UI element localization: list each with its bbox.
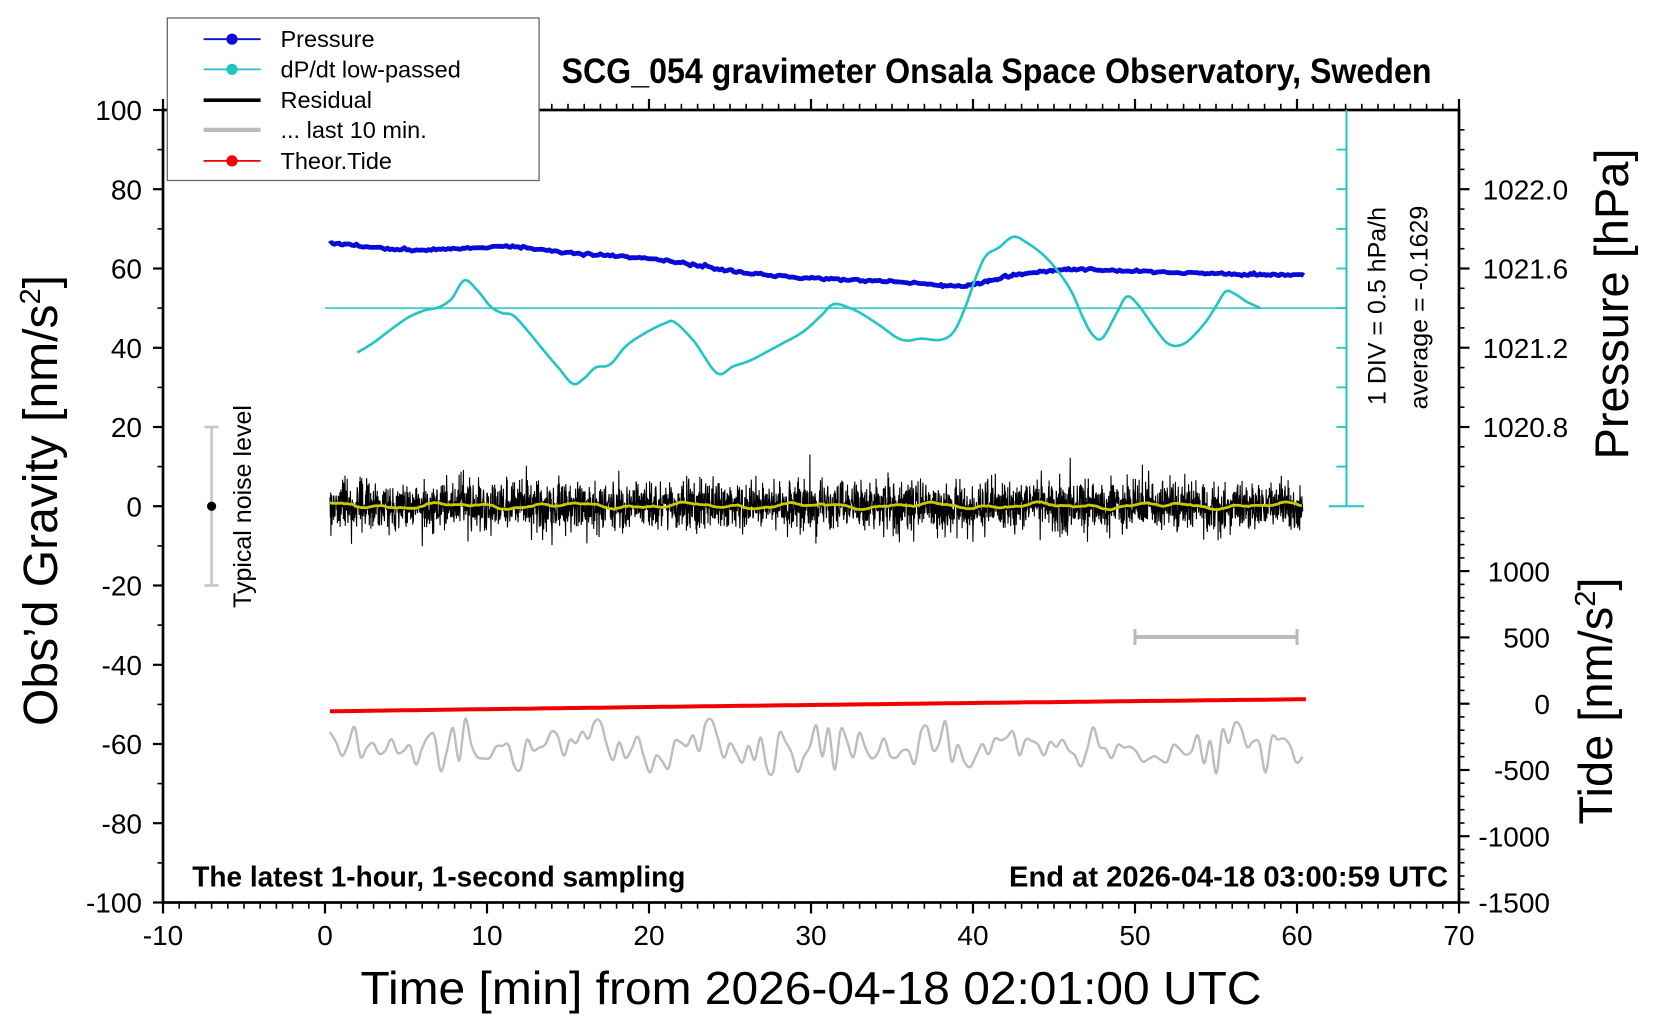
svg-text:Theor.Tide: Theor.Tide: [281, 148, 392, 174]
svg-text:500: 500: [1503, 623, 1550, 654]
svg-text:30: 30: [795, 920, 826, 951]
svg-text:1021.2: 1021.2: [1483, 333, 1569, 364]
svg-text:-1500: -1500: [1478, 888, 1550, 919]
svg-text:-60: -60: [102, 729, 142, 760]
svg-text:... last 10 min.: ... last 10 min.: [281, 117, 427, 143]
svg-text:0: 0: [126, 492, 142, 523]
svg-text:-40: -40: [102, 650, 142, 681]
svg-text:1020.8: 1020.8: [1483, 412, 1569, 443]
svg-text:40: 40: [957, 920, 988, 951]
svg-text:60: 60: [111, 254, 142, 285]
svg-text:-500: -500: [1494, 755, 1550, 786]
svg-text:10: 10: [471, 920, 502, 951]
svg-text:1000: 1000: [1488, 556, 1550, 587]
svg-text:1021.6: 1021.6: [1483, 254, 1569, 285]
svg-text:dP/dt low-passed: dP/dt low-passed: [281, 56, 461, 82]
svg-text:Obs’d Gravity [nm/s2]: Obs’d Gravity [nm/s2]: [15, 275, 68, 726]
svg-text:70: 70: [1443, 920, 1474, 951]
svg-text:1 DIV = 0.5 hPa/h: 1 DIV = 0.5 hPa/h: [1364, 207, 1392, 405]
svg-text:average = -0.1629: average = -0.1629: [1406, 206, 1434, 410]
svg-text:-20: -20: [102, 571, 142, 602]
svg-text:1022.0: 1022.0: [1483, 174, 1569, 205]
svg-text:50: 50: [1119, 920, 1150, 951]
svg-text:-1000: -1000: [1478, 821, 1550, 852]
svg-text:Tide [nm/s2]: Tide [nm/s2]: [1569, 578, 1622, 825]
svg-text:-10: -10: [143, 920, 183, 951]
svg-text:60: 60: [1281, 920, 1312, 951]
svg-text:Pressure [hPa]: Pressure [hPa]: [1585, 149, 1638, 460]
svg-text:40: 40: [111, 333, 142, 364]
svg-text:20: 20: [111, 412, 142, 443]
svg-text:80: 80: [111, 174, 142, 205]
svg-text:SCG_054 gravimeter Onsala Spac: SCG_054 gravimeter Onsala Space Observat…: [562, 52, 1432, 91]
svg-text:-100: -100: [86, 888, 142, 919]
svg-text:100: 100: [95, 95, 142, 126]
svg-text:The latest 1-hour, 1-second sa: The latest 1-hour, 1-second sampling: [192, 862, 685, 894]
svg-text:0: 0: [1534, 689, 1550, 720]
svg-text:Typical noise level: Typical noise level: [229, 405, 257, 608]
svg-text:Time [min] from 2026-04-18 02:: Time [min] from 2026-04-18 02:01:00 UTC: [361, 962, 1262, 1014]
svg-text:20: 20: [633, 920, 664, 951]
svg-text:End at 2026-04-18 03:00:59 UTC: End at 2026-04-18 03:00:59 UTC: [1009, 862, 1448, 894]
svg-text:Pressure: Pressure: [281, 26, 375, 52]
svg-text:-80: -80: [102, 809, 142, 840]
svg-text:0: 0: [317, 920, 333, 951]
svg-text:Residual: Residual: [281, 87, 372, 113]
